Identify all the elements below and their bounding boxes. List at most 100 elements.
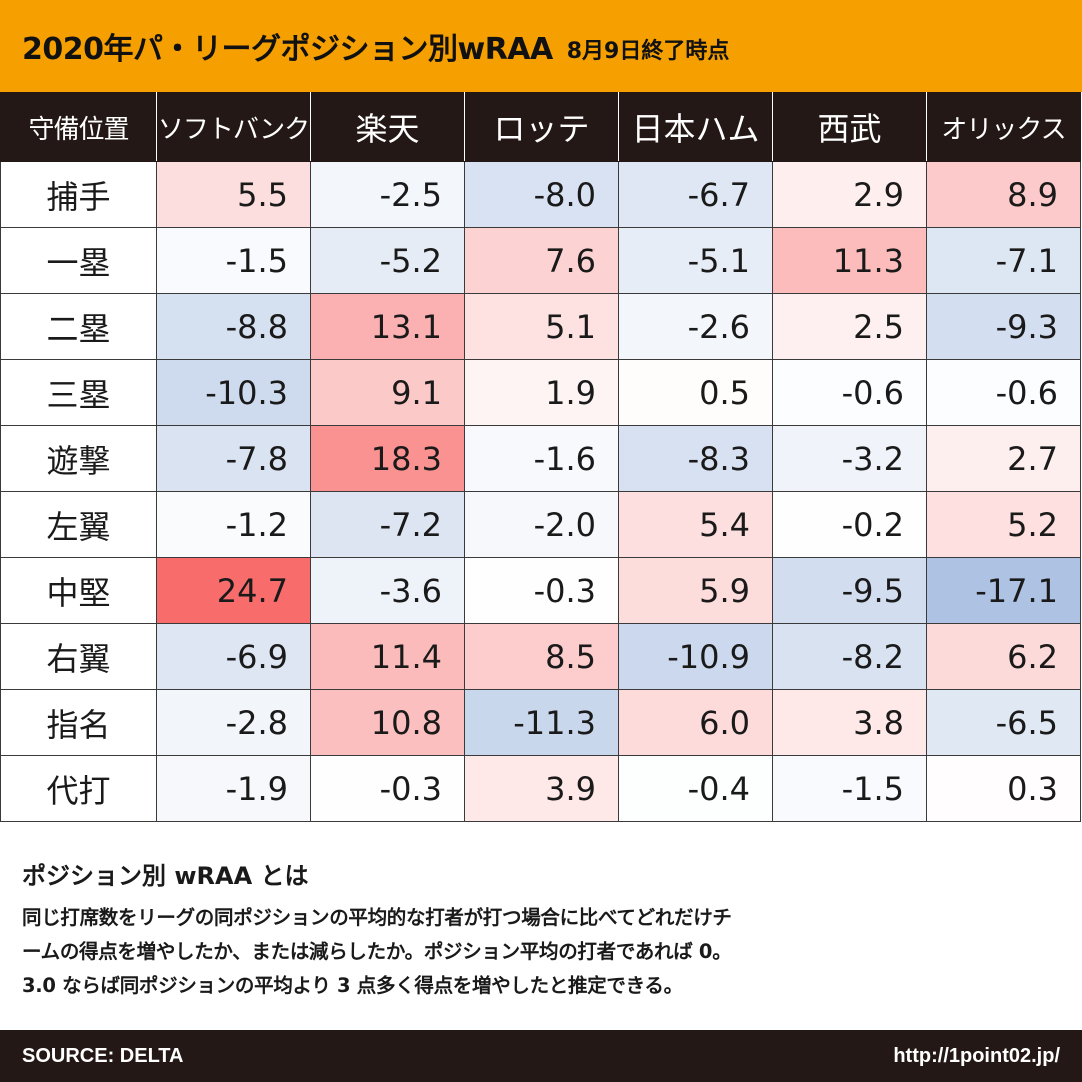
wraa-cell: -9.5 xyxy=(772,557,927,624)
wraa-cell: -6.7 xyxy=(618,161,773,228)
wraa-cell: -8.0 xyxy=(464,161,619,228)
wraa-cell: -0.6 xyxy=(772,359,927,426)
wraa-cell: -9.3 xyxy=(926,293,1081,360)
explanation-body: 同じ打席数をリーグの同ポジションの平均的な打者が打つ場合に比べてどれだけチ ーム… xyxy=(22,901,1062,1003)
header-row: 守備位置 ソフトバンク 楽天 ロッテ 日本ハム 西武 オリックス xyxy=(0,92,1081,162)
table-row: 三塁 -10.3 9.1 1.9 0.5 -0.6 -0.6 xyxy=(0,359,1081,426)
table-row: 遊撃 -7.8 18.3 -1.6 -8.3 -3.2 2.7 xyxy=(0,425,1081,492)
wraa-cell: 2.9 xyxy=(772,161,927,228)
position-label: 一塁 xyxy=(0,227,157,294)
position-label: 二塁 xyxy=(0,293,157,360)
table-row: 指名 -2.8 10.8 -11.3 6.0 3.8 -6.5 xyxy=(0,689,1081,756)
table-row: 代打 -1.9 -0.3 3.9 -0.4 -1.5 0.3 xyxy=(0,755,1081,822)
wraa-cell: 11.4 xyxy=(310,623,465,690)
wraa-cell: 5.4 xyxy=(618,491,773,558)
wraa-cell: -1.5 xyxy=(156,227,311,294)
table-row: 右翼 -6.9 11.4 8.5 -10.9 -8.2 6.2 xyxy=(0,623,1081,690)
wraa-cell: 13.1 xyxy=(310,293,465,360)
wraa-cell: -1.9 xyxy=(156,755,311,822)
team-header: オリックス xyxy=(926,92,1081,162)
wraa-cell: 9.1 xyxy=(310,359,465,426)
wraa-cell: 6.0 xyxy=(618,689,773,756)
team-header: 西武 xyxy=(772,92,927,162)
table-row: 二塁 -8.8 13.1 5.1 -2.6 2.5 -9.3 xyxy=(0,293,1081,360)
position-label: 捕手 xyxy=(0,161,157,228)
wraa-cell: -2.5 xyxy=(310,161,465,228)
wraa-cell: -3.2 xyxy=(772,425,927,492)
wraa-cell: -3.6 xyxy=(310,557,465,624)
wraa-cell: -2.0 xyxy=(464,491,619,558)
table-row: 捕手 5.5 -2.5 -8.0 -6.7 2.9 8.9 xyxy=(0,161,1081,228)
wraa-cell: 10.8 xyxy=(310,689,465,756)
wraa-cell: -0.2 xyxy=(772,491,927,558)
position-label: 三塁 xyxy=(0,359,157,426)
table-body: 捕手 5.5 -2.5 -8.0 -6.7 2.9 8.9 一塁 -1.5 -5.2 7.6 -5.1… xyxy=(0,161,1081,822)
wraa-cell: 3.9 xyxy=(464,755,619,822)
wraa-cell: 2.7 xyxy=(926,425,1081,492)
chart-title: 2020年パ・リーグポジション別wRAA xyxy=(22,32,553,67)
wraa-cell: -0.4 xyxy=(618,755,773,822)
wraa-cell: 18.3 xyxy=(310,425,465,492)
explanation-line: ームの得点を増やしたか、または減らしたか。ポジション平均の打者であれば 0。 xyxy=(22,940,732,963)
wraa-cell: -10.9 xyxy=(618,623,773,690)
table-header: 守備位置 ソフトバンク 楽天 ロッテ 日本ハム 西武 オリックス xyxy=(0,92,1081,162)
wraa-cell: 5.5 xyxy=(156,161,311,228)
wraa-cell: 0.5 xyxy=(618,359,773,426)
table-row: 左翼 -1.2 -7.2 -2.0 5.4 -0.2 5.2 xyxy=(0,491,1081,558)
position-label: 遊撃 xyxy=(0,425,157,492)
wraa-cell: -1.5 xyxy=(772,755,927,822)
wraa-cell: -5.1 xyxy=(618,227,773,294)
title-bar: 2020年パ・リーグポジション別wRAA 8月9日終了時点 xyxy=(0,0,1082,92)
table-row: 一塁 -1.5 -5.2 7.6 -5.1 11.3 -7.1 xyxy=(0,227,1081,294)
chart-subtitle: 8月9日終了時点 xyxy=(566,39,730,64)
team-header: 楽天 xyxy=(310,92,465,162)
wraa-cell: -2.8 xyxy=(156,689,311,756)
wraa-cell: 5.9 xyxy=(618,557,773,624)
position-label: 右翼 xyxy=(0,623,157,690)
explanation-line: 3.0 ならば同ポジションの平均より 3 点多く得点を増やしたと推定できる。 xyxy=(22,974,683,997)
wraa-cell: 24.7 xyxy=(156,557,311,624)
team-header: 日本ハム xyxy=(618,92,773,162)
wraa-cell: -10.3 xyxy=(156,359,311,426)
wraa-cell: -1.2 xyxy=(156,491,311,558)
corner-header: 守備位置 xyxy=(0,92,157,162)
wraa-cell: 8.9 xyxy=(926,161,1081,228)
wraa-cell: -0.3 xyxy=(310,755,465,822)
wraa-cell: 2.5 xyxy=(772,293,927,360)
wraa-table-wrapper: 守備位置 ソフトバンク 楽天 ロッテ 日本ハム 西武 オリックス 捕手 5.5 -2.5 -8.… xyxy=(0,92,1082,822)
wraa-cell: 6.2 xyxy=(926,623,1081,690)
wraa-cell: 8.5 xyxy=(464,623,619,690)
wraa-cell: -6.9 xyxy=(156,623,311,690)
explanation-section: ポジション別 wRAA とは 同じ打席数をリーグの同ポジションの平均的な打者が打… xyxy=(22,856,1062,1003)
wraa-cell: -11.3 xyxy=(464,689,619,756)
wraa-cell: 1.9 xyxy=(464,359,619,426)
wraa-cell: -8.3 xyxy=(618,425,773,492)
wraa-cell: 7.6 xyxy=(464,227,619,294)
team-header: ソフトバンク xyxy=(156,92,311,162)
position-label: 中堅 xyxy=(0,557,157,624)
footer-bar: SOURCE: DELTA http://1point02.jp/ xyxy=(0,1030,1082,1082)
wraa-cell: 3.8 xyxy=(772,689,927,756)
wraa-cell: -8.8 xyxy=(156,293,311,360)
wraa-cell: -0.3 xyxy=(464,557,619,624)
position-label: 左翼 xyxy=(0,491,157,558)
wraa-cell: 0.3 xyxy=(926,755,1081,822)
wraa-cell: -1.6 xyxy=(464,425,619,492)
wraa-cell: -5.2 xyxy=(310,227,465,294)
wraa-cell: 5.1 xyxy=(464,293,619,360)
team-header: ロッテ xyxy=(464,92,619,162)
wraa-cell: -0.6 xyxy=(926,359,1081,426)
wraa-cell: -17.1 xyxy=(926,557,1081,624)
explanation-line: 同じ打席数をリーグの同ポジションの平均的な打者が打つ場合に比べてどれだけチ xyxy=(22,906,732,929)
wraa-cell: -7.8 xyxy=(156,425,311,492)
wraa-cell: 5.2 xyxy=(926,491,1081,558)
site-url: http://1point02.jp/ xyxy=(893,1044,1060,1067)
wraa-cell: -7.2 xyxy=(310,491,465,558)
position-label: 代打 xyxy=(0,755,157,822)
table-row: 中堅 24.7 -3.6 -0.3 5.9 -9.5 -17.1 xyxy=(0,557,1081,624)
wraa-cell: -7.1 xyxy=(926,227,1081,294)
explanation-heading: ポジション別 wRAA とは xyxy=(22,862,309,890)
wraa-cell: -6.5 xyxy=(926,689,1081,756)
wraa-cell: -2.6 xyxy=(618,293,773,360)
position-label: 指名 xyxy=(0,689,157,756)
